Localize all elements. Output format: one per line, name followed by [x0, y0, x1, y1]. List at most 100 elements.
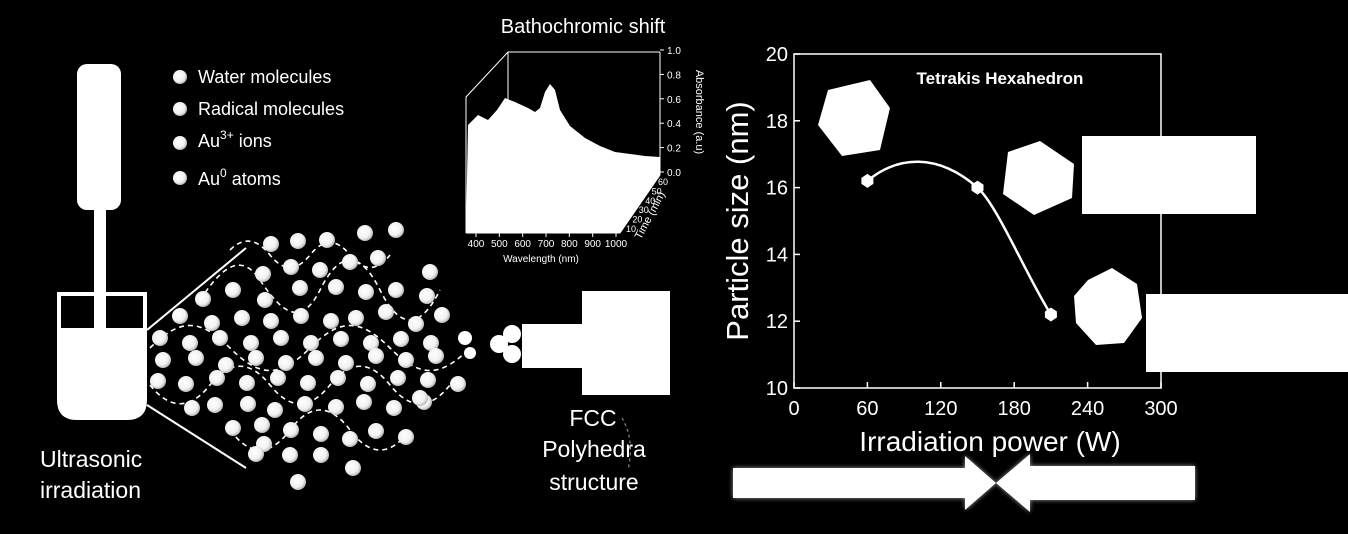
particle-x-ticks: 0 60 120 180 240 300 [788, 382, 1178, 420]
nucleus-cluster-3 [503, 345, 521, 363]
particle-data-point [971, 180, 984, 195]
molecule-dot [225, 282, 241, 298]
molecule-dot [313, 426, 329, 442]
molecule-dot [195, 291, 211, 307]
fcc-label-1: FCC [569, 405, 616, 431]
molecule-dot [388, 222, 404, 238]
particle-x-tick-label: 120 [924, 398, 957, 420]
molecule-dot [338, 355, 354, 371]
shape-panel-2 [1146, 294, 1348, 372]
absorbance-y-tick-label: 0.0 [667, 168, 681, 179]
absorbance-y-tick-label: 1.0 [667, 46, 681, 57]
molecule-dot [419, 288, 435, 304]
probe-tip [94, 292, 106, 332]
absorbance-chart: Bathochromic shift 400 500 600 700 800 900 100… [465, 16, 705, 265]
ultrasonic-label-1: Ultrasonic [40, 446, 142, 472]
nucleus-dot-1 [458, 331, 472, 345]
molecule-cloud [150, 222, 466, 490]
absorbance-z-tick-label: 20 [632, 215, 642, 225]
molecule-dot [297, 396, 313, 412]
legend-water-label: Water molecules [198, 67, 331, 87]
molecule-dot [172, 308, 188, 324]
absorbance-y-tick-label: 0.4 [667, 119, 681, 130]
molecule-dot [423, 335, 439, 351]
absorbance-y-label: Absorbance (a.u) [693, 70, 705, 154]
molecule-dot [388, 282, 404, 298]
particle-y-label: Particle size (nm) [720, 101, 755, 340]
molecule-dot [319, 232, 335, 248]
nucleus-cluster-2 [503, 325, 521, 343]
absorbance-x-tick-label: 500 [491, 239, 508, 250]
growth-block-1 [522, 324, 584, 368]
molecule-dot [428, 348, 444, 364]
plot-frame [793, 53, 1162, 389]
molecule-dot [300, 375, 316, 391]
molecule-dot [348, 310, 364, 326]
molecule-dot [290, 233, 306, 249]
molecule-dot [422, 264, 438, 280]
molecule-dot [283, 422, 299, 438]
molecule-dot [398, 429, 414, 445]
molecule-dot [328, 279, 344, 295]
fcc-label-3: structure [549, 469, 638, 495]
molecule-dot [283, 259, 299, 275]
particle-x-label: Irradiation power (W) [859, 426, 1120, 457]
molecule-dot [188, 350, 204, 366]
particle-x-tick-label: 240 [1071, 398, 1104, 420]
particle-x-tick-label: 300 [1144, 398, 1177, 420]
molecule-dot [357, 225, 373, 241]
molecule-dot [303, 335, 319, 351]
absorbance-z-tick-label: 10 [626, 224, 636, 234]
polyhedron-2 [1003, 141, 1074, 215]
molecule-dot [398, 352, 414, 368]
molecule-dot [328, 399, 344, 415]
particle-y-ticks: 10 12 14 16 18 20 [766, 44, 800, 400]
ultrasonic-probe [57, 64, 147, 420]
molecule-dot [225, 420, 241, 436]
particle-y-tick-label: 10 [766, 378, 788, 400]
molecule-dot [293, 308, 309, 324]
particle-x-tick-label: 180 [998, 398, 1031, 420]
molecule-dot [182, 335, 198, 351]
nucleus-dot-2 [464, 347, 476, 359]
molecule-dot [360, 376, 376, 392]
absorbance-x-ticks: 400 500 600 700 800 900 1000 [468, 233, 628, 250]
molecule-dot [378, 304, 394, 320]
molecule-dot [254, 417, 270, 433]
molecule-dot [356, 394, 372, 410]
molecule-dot [323, 313, 339, 329]
molecule-dot [358, 284, 374, 300]
molecule-dot [434, 307, 450, 323]
molecule-dot [342, 254, 358, 270]
particle-y-tick-label: 14 [766, 244, 788, 266]
molecule-dot [204, 315, 220, 331]
molecule-dot [390, 370, 406, 386]
nucleus-cluster-1 [490, 335, 508, 353]
molecule-dot [212, 330, 228, 346]
growth-arrow-shapes [458, 291, 670, 395]
molecule-dot [257, 292, 273, 308]
particle-size-chart: 0 60 120 180 240 300 10 12 14 16 18 20 Irradiation… [720, 44, 1348, 457]
molecule-dot [386, 400, 402, 416]
molecule-dot [248, 350, 264, 366]
absorbance-y-tick-label: 0.8 [667, 70, 681, 81]
legend-au0-label: Au0 atoms [198, 166, 281, 189]
absorbance-chart-title: Bathochromic shift [501, 16, 666, 38]
molecule-dot [209, 370, 225, 386]
molecule-dot [450, 376, 466, 392]
legend-radical-label: Radical molecules [198, 99, 344, 119]
molecule-dot [150, 373, 166, 389]
molecule-dot [330, 370, 346, 386]
particle-x-tick-label: 60 [856, 398, 878, 420]
absorbance-x-tick-label: 1000 [605, 239, 628, 250]
probe-handle [77, 64, 121, 210]
molecule-dot [290, 474, 306, 490]
molecule-dot [234, 310, 250, 326]
absorbance-z-tick-label: 40 [645, 196, 655, 206]
molecule-dot [263, 313, 279, 329]
absorbance-y-ticks: 0.0 0.2 0.4 0.6 0.8 1.0 [660, 46, 681, 179]
particle-y-tick-label: 20 [766, 44, 788, 66]
molecule-dot [178, 376, 194, 392]
legend-radical-dot [173, 102, 187, 116]
